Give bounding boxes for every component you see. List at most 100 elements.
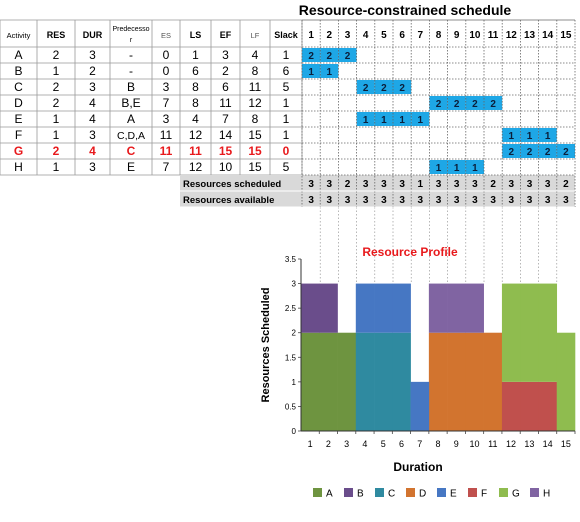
cell-slack: 0 [283, 144, 290, 158]
cell-es: 7 [163, 160, 170, 174]
legend-label: F [481, 489, 487, 500]
schedule-bar-value: 1 [436, 163, 442, 174]
cell-act: A [14, 48, 22, 62]
column-header: RES [47, 30, 66, 40]
cell-res: 2 [53, 96, 60, 110]
cell-lf: 15 [248, 144, 262, 158]
resources-scheduled-value: 3 [363, 179, 369, 190]
resources-available-value: 3 [563, 195, 569, 206]
cell-act: E [14, 112, 22, 126]
cell-dur: 3 [89, 80, 96, 94]
cell-slack: 1 [283, 48, 290, 62]
schedule-bar-value: 1 [418, 115, 424, 126]
period-header: 10 [469, 30, 481, 41]
schedule-bar-value: 2 [490, 99, 496, 110]
cell-res: 1 [53, 64, 60, 78]
resources-available-value: 3 [363, 195, 369, 206]
resources-scheduled-value: 3 [527, 179, 533, 190]
cell-es: 0 [163, 64, 170, 78]
x-tick-label: 6 [399, 439, 404, 449]
x-tick-label: 7 [417, 439, 422, 449]
cell-res: 2 [53, 144, 60, 158]
bar-G-15 [556, 332, 576, 431]
column-header: LF [251, 31, 260, 40]
legend-swatch [344, 488, 353, 497]
bar-G-12 [501, 283, 521, 382]
period-header: 2 [327, 30, 333, 41]
period-header: 15 [560, 30, 572, 41]
column-header-label: Predecesso [113, 26, 150, 33]
legend-item: H [530, 488, 550, 500]
schedule-bar-cell [447, 160, 466, 174]
y-tick-label: 3.5 [285, 255, 297, 264]
bar-C-5 [374, 332, 393, 431]
legend-label: E [450, 489, 457, 500]
cell-lf: 15 [248, 160, 262, 174]
period-header: 7 [418, 30, 424, 41]
period-header: 14 [542, 30, 554, 41]
legend-label: B [357, 489, 364, 500]
schedule-bar-value: 2 [436, 99, 442, 110]
schedule-bar-cell [447, 96, 466, 110]
table-row: E 1 4 A 3 4 7 8 1 [14, 112, 289, 126]
legend-item: A [313, 488, 333, 500]
cell-dur: 4 [89, 112, 96, 126]
schedule-bar-value: 1 [527, 131, 533, 142]
schedule-bar-cell [374, 112, 393, 126]
cell-act: C [14, 80, 23, 94]
cell-es: 0 [163, 48, 170, 62]
schedule-bar-value: 2 [399, 83, 405, 94]
cell-act: B [14, 64, 22, 78]
cell-lf: 8 [252, 64, 259, 78]
legend-item: G [499, 488, 520, 500]
x-tick-label: 13 [524, 439, 534, 449]
schedule-bar-cell [338, 48, 357, 62]
schedule-bar-cell [393, 112, 412, 126]
schedule-bar-cell [393, 80, 412, 94]
cell-pred: C [127, 144, 136, 158]
cell-slack: 1 [283, 96, 290, 110]
resources-scheduled-label: Resources scheduled [183, 179, 281, 190]
cell-ls: 11 [189, 144, 202, 158]
resources-scheduled-value: 1 [418, 179, 424, 190]
y-tick-label: 3 [292, 280, 297, 289]
cell-slack: 1 [283, 112, 290, 126]
bar-A-3 [337, 332, 357, 431]
bar-D-10 [465, 332, 484, 431]
cell-pred: A [127, 112, 135, 126]
schedule-bar-cell [429, 96, 448, 110]
schedule-bar-value: 2 [545, 147, 551, 158]
x-tick-label: 3 [344, 439, 349, 449]
x-tick-label: 12 [506, 439, 516, 449]
legend-item: F [468, 488, 487, 500]
schedule-bar-cell [520, 128, 539, 142]
resources-available-value: 3 [308, 195, 314, 206]
x-tick-label: 10 [470, 439, 480, 449]
resources-available-label: Resources available [183, 195, 274, 206]
legend-swatch [530, 488, 539, 497]
cell-slack: 1 [283, 128, 290, 142]
column-header-label: LF [251, 31, 260, 40]
legend-item: E [437, 488, 457, 500]
x-tick-label: 5 [381, 439, 386, 449]
cell-res: 1 [53, 160, 60, 174]
period-header: 12 [506, 30, 518, 41]
cell-lf: 15 [248, 128, 262, 142]
period-header: 4 [363, 30, 369, 41]
cell-ls: 6 [192, 64, 199, 78]
resources-scheduled-value: 2 [490, 179, 496, 190]
cell-dur: 3 [89, 48, 96, 62]
cell-dur: 2 [89, 64, 96, 78]
x-tick-label: 14 [543, 439, 553, 449]
cell-pred: - [129, 64, 133, 78]
bar-D-11 [483, 332, 503, 431]
cell-slack: 6 [283, 64, 290, 78]
cell-act: H [14, 160, 23, 174]
schedule-bar-cell [320, 48, 339, 62]
column-header: EF [220, 30, 232, 40]
cell-res: 1 [53, 128, 60, 142]
cell-es: 3 [163, 112, 170, 126]
cell-ef: 10 [219, 160, 233, 174]
